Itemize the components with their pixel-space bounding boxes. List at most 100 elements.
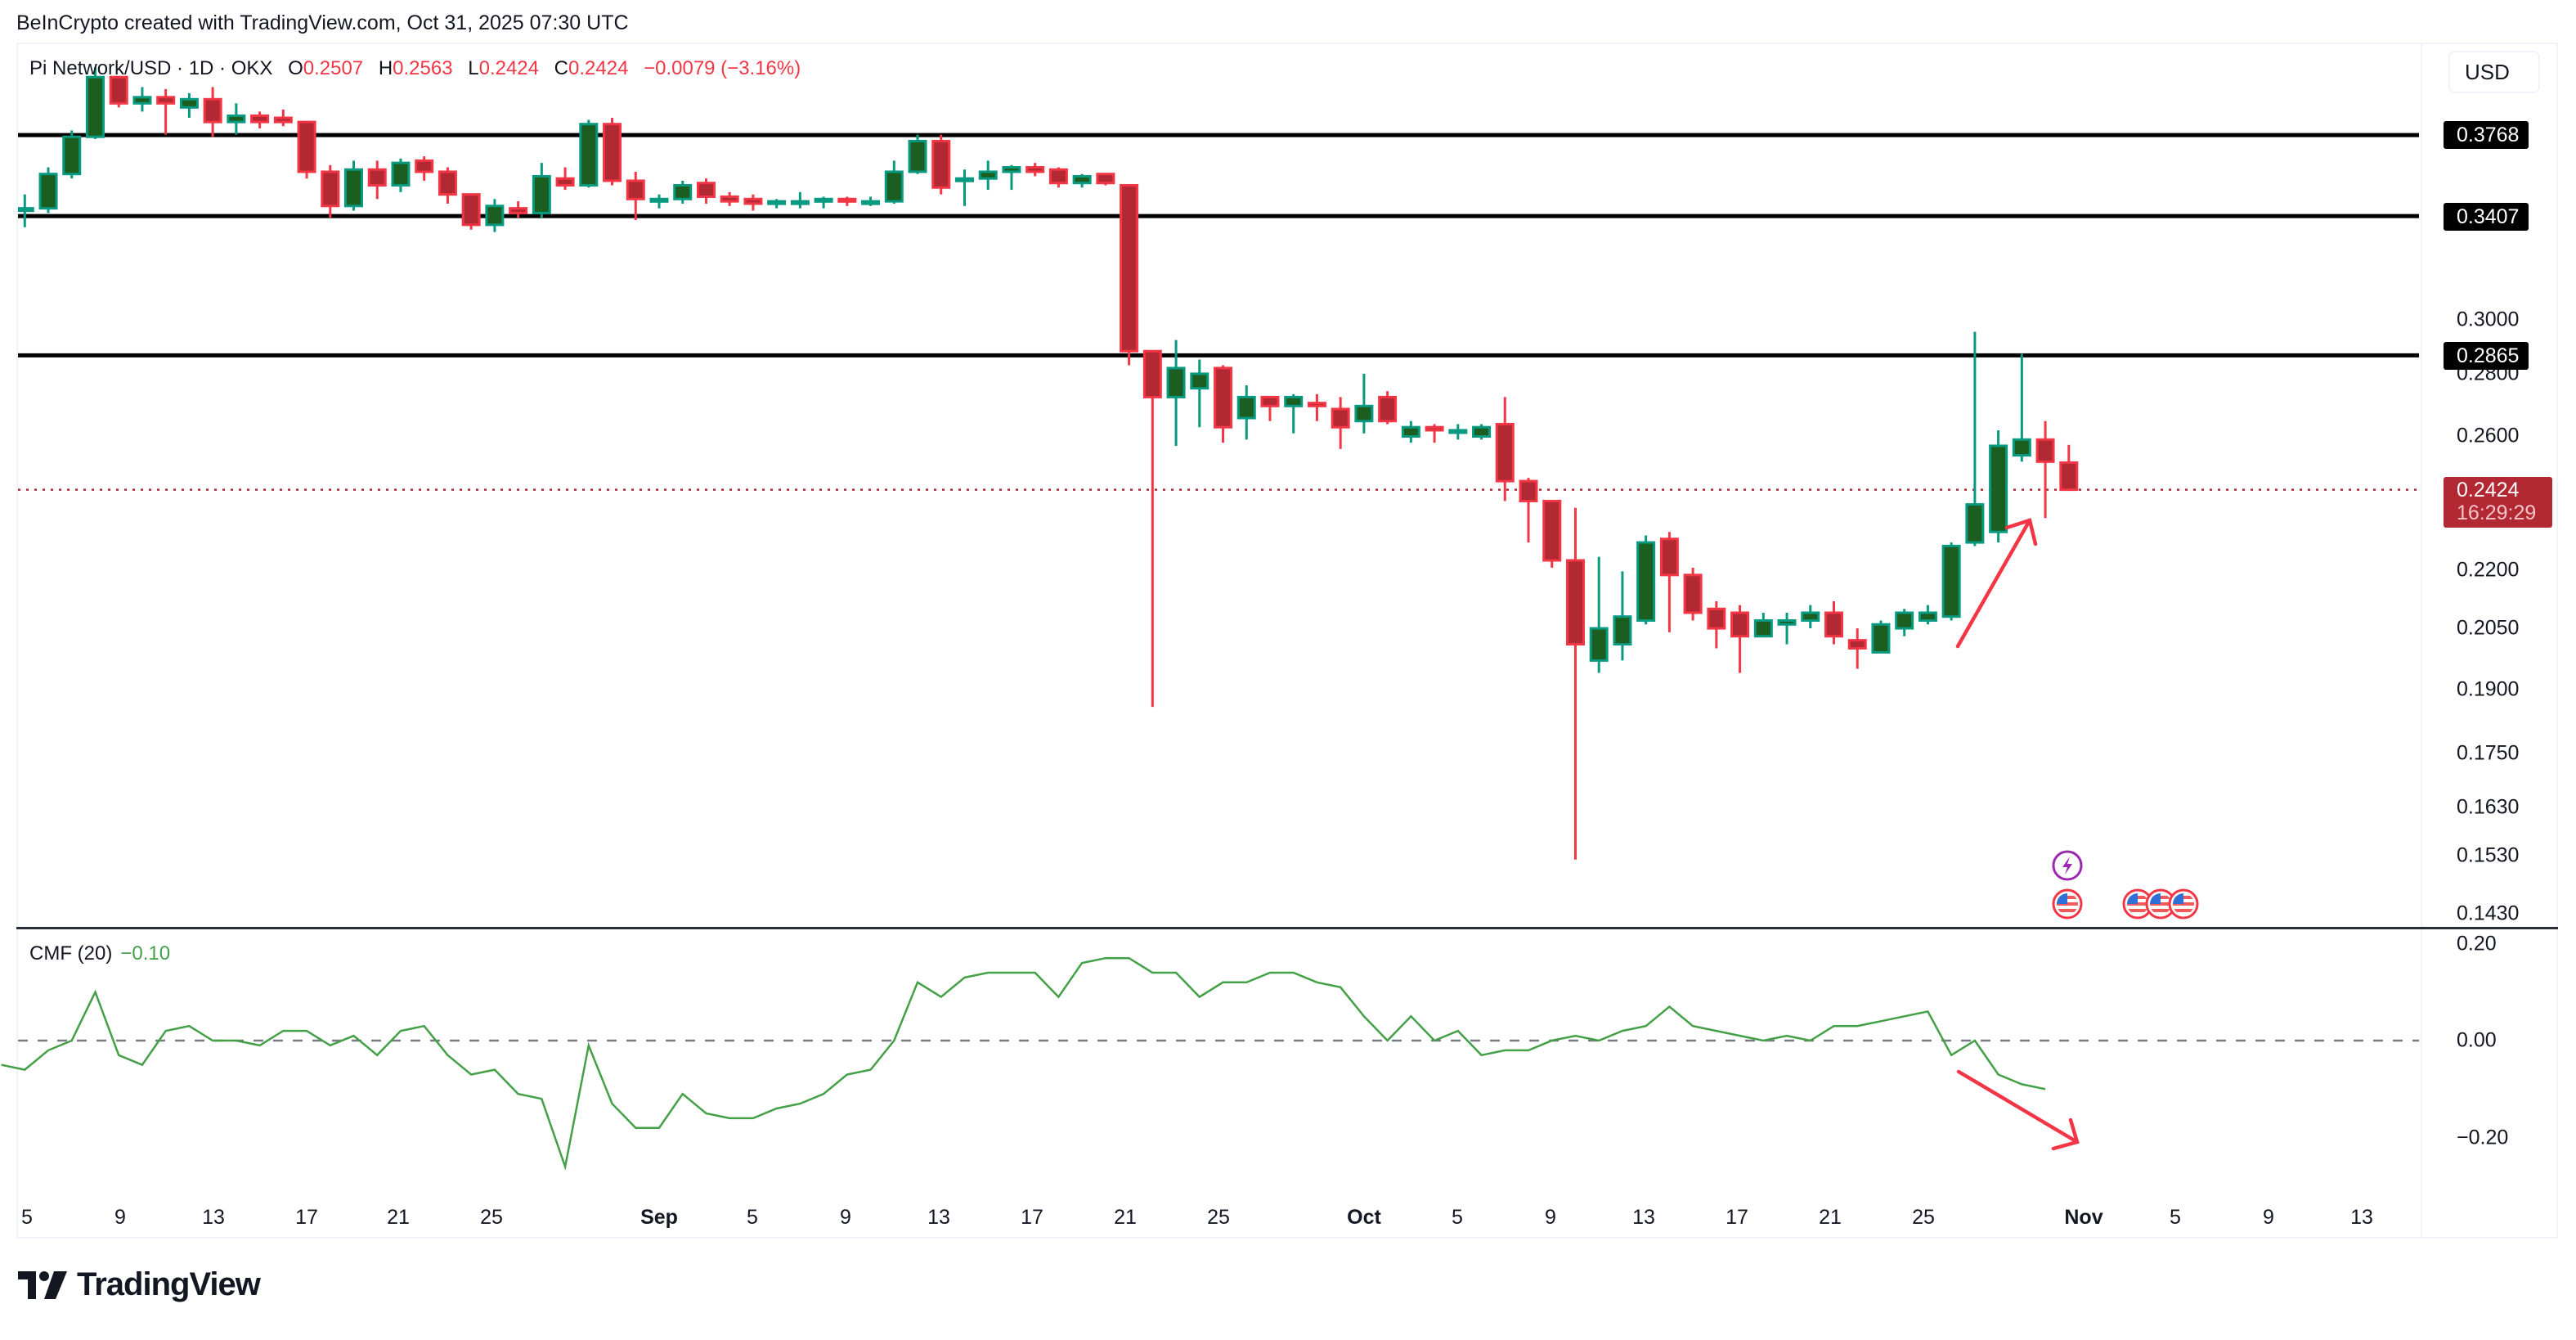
candle-down[interactable] (1331, 407, 1350, 429)
tradingview-logo[interactable]: TradingView (18, 1266, 261, 1303)
candle-down[interactable] (1519, 479, 1538, 502)
candle-down[interactable] (1142, 349, 1162, 398)
candle-up[interactable] (884, 170, 904, 203)
candle-up[interactable] (1895, 611, 1914, 630)
candle-up[interactable] (532, 174, 551, 214)
candle-down[interactable] (1847, 639, 1867, 650)
candle-up[interactable] (227, 114, 246, 124)
candle-down[interactable] (1096, 173, 1115, 185)
candle-down[interactable] (1120, 183, 1139, 353)
candle-up[interactable] (673, 183, 693, 200)
candle-up[interactable] (1190, 372, 1209, 390)
candle-down[interactable] (203, 97, 222, 124)
candle-down[interactable] (1824, 611, 1843, 638)
symbol-name[interactable]: Pi Network/USD · 1D · OKX (29, 57, 273, 79)
pane-separator[interactable] (16, 927, 2558, 929)
candle-up[interactable] (861, 200, 881, 205)
candle-up[interactable] (179, 97, 199, 109)
candle-down[interactable] (2059, 461, 2079, 492)
candle-up[interactable] (1448, 429, 1468, 434)
candle-up[interactable] (391, 161, 411, 187)
candle-down[interactable] (1025, 166, 1045, 173)
candle-down[interactable] (555, 177, 575, 187)
candle-down[interactable] (720, 195, 739, 203)
candle-up[interactable] (649, 197, 669, 203)
candle-up[interactable] (1613, 615, 1632, 646)
lightning-event-icon[interactable] (2051, 849, 2084, 882)
candle-up[interactable] (16, 207, 34, 213)
candle-up[interactable] (1072, 174, 1092, 185)
candle-down[interactable] (0, 176, 10, 210)
candle-down[interactable] (367, 168, 387, 187)
us-flag-event-icon[interactable] (2121, 888, 2154, 920)
candle-down[interactable] (1260, 395, 1280, 407)
candle-up[interactable] (1284, 395, 1304, 407)
candle-down[interactable] (1307, 402, 1326, 407)
candle-up[interactable] (2012, 438, 2031, 457)
price-axis[interactable] (2421, 43, 2558, 1239)
candle-up[interactable] (1354, 404, 1374, 423)
level-tag-resistance-3[interactable]: 0.2865 (2444, 342, 2529, 370)
cmf-line[interactable] (1, 956, 2046, 1171)
candle-up[interactable] (132, 96, 152, 105)
candle-up[interactable] (38, 173, 58, 210)
candle-down[interactable] (297, 120, 316, 173)
candle-up[interactable] (579, 123, 599, 187)
candle-down[interactable] (415, 159, 434, 173)
candle-down[interactable] (509, 207, 528, 214)
downtrend-arrow-annotation[interactable] (1956, 1069, 2080, 1151)
uptrend-arrow-annotation[interactable] (1955, 518, 2038, 649)
candle-up[interactable] (1777, 618, 1797, 626)
candle-up[interactable] (978, 170, 998, 180)
candle-up[interactable] (790, 200, 810, 205)
candle-down[interactable] (1214, 366, 1233, 429)
level-tag-resistance-1[interactable]: 0.3768 (2444, 121, 2529, 149)
candle-down[interactable] (931, 139, 951, 189)
candle-down[interactable] (2035, 438, 2055, 463)
us-flag-event-icon[interactable] (2144, 888, 2177, 920)
candle-up[interactable] (1589, 627, 1609, 662)
candle-down[interactable] (743, 197, 763, 205)
candle-down[interactable] (837, 197, 857, 203)
candle-down[interactable] (1659, 537, 1679, 577)
candle-down[interactable] (626, 179, 645, 200)
candle-up[interactable] (1636, 541, 1656, 622)
candle-down[interactable] (1707, 607, 1726, 630)
candle-down[interactable] (156, 96, 176, 105)
candle-up[interactable] (62, 135, 82, 176)
us-flag-event-icon[interactable] (2051, 888, 2084, 920)
candle-up[interactable] (1753, 618, 1773, 638)
candle-up[interactable] (1002, 166, 1021, 173)
currency-button[interactable]: USD (2448, 51, 2540, 93)
candle-down[interactable] (321, 170, 340, 208)
candle-down[interactable] (1565, 559, 1585, 646)
candle-up[interactable] (1801, 611, 1820, 622)
candle-up[interactable] (1989, 444, 2008, 533)
candle-down[interactable] (109, 75, 128, 105)
candle-up[interactable] (814, 197, 833, 203)
candle-down[interactable] (438, 170, 457, 196)
candle-down[interactable] (1730, 611, 1750, 638)
candle-down[interactable] (461, 193, 481, 227)
candle-down[interactable] (1683, 573, 1703, 614)
candle-down[interactable] (1378, 395, 1398, 423)
candle-down[interactable] (250, 114, 270, 124)
candle-up[interactable] (1871, 623, 1891, 654)
candle-up[interactable] (1401, 425, 1420, 438)
candle-up[interactable] (485, 205, 505, 227)
candle-up[interactable] (1918, 611, 1937, 622)
candle-up[interactable] (1941, 544, 1961, 618)
candle-down[interactable] (1425, 425, 1444, 432)
candle-up[interactable] (1965, 503, 1985, 544)
candle-down[interactable] (1048, 168, 1068, 185)
candle-down[interactable] (273, 116, 293, 124)
candle-up[interactable] (1166, 366, 1186, 398)
candle-down[interactable] (696, 182, 716, 198)
level-tag-resistance-2[interactable]: 0.3407 (2444, 203, 2529, 231)
candle-down[interactable] (1495, 422, 1515, 483)
candle-down[interactable] (1542, 499, 1562, 562)
candle-up[interactable] (85, 75, 105, 138)
us-flag-event-icon[interactable] (2167, 888, 2200, 920)
candle-up[interactable] (344, 168, 364, 208)
